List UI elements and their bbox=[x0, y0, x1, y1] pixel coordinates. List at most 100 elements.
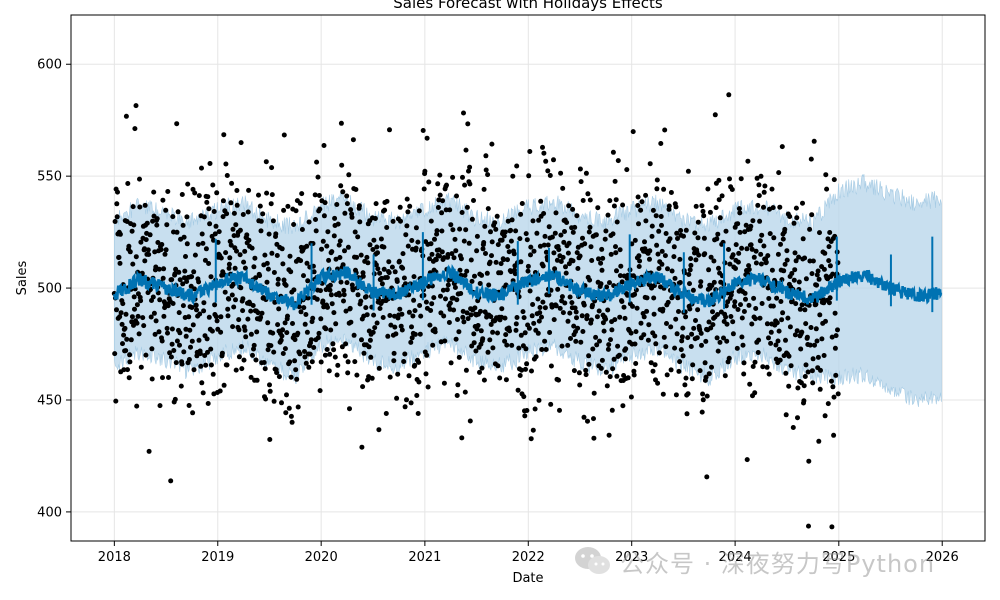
data-point bbox=[832, 345, 838, 351]
data-point bbox=[545, 168, 551, 174]
data-point bbox=[335, 362, 341, 368]
data-point bbox=[396, 258, 402, 264]
data-point bbox=[314, 159, 320, 165]
data-point bbox=[220, 198, 226, 204]
data-point bbox=[797, 306, 803, 312]
data-point bbox=[561, 239, 567, 245]
data-point bbox=[462, 389, 468, 395]
data-point bbox=[270, 218, 276, 224]
data-point bbox=[602, 236, 608, 242]
data-point bbox=[546, 292, 552, 298]
data-point bbox=[703, 374, 709, 380]
data-point bbox=[765, 253, 771, 259]
data-point bbox=[352, 359, 358, 365]
data-point bbox=[344, 201, 350, 207]
data-point bbox=[613, 250, 619, 256]
data-point bbox=[185, 181, 191, 187]
data-point bbox=[205, 401, 211, 406]
data-point bbox=[832, 310, 838, 316]
data-point bbox=[372, 325, 378, 331]
data-point bbox=[484, 270, 490, 276]
data-point bbox=[769, 267, 775, 273]
data-point bbox=[254, 329, 260, 335]
data-point bbox=[607, 198, 613, 204]
data-point bbox=[538, 198, 544, 204]
data-point bbox=[535, 330, 541, 336]
data-point bbox=[528, 252, 533, 258]
data-point bbox=[777, 204, 783, 210]
data-point bbox=[730, 319, 736, 325]
data-point bbox=[190, 322, 196, 328]
data-point bbox=[524, 361, 530, 367]
data-point bbox=[409, 238, 415, 243]
data-point bbox=[393, 331, 399, 337]
data-point bbox=[231, 210, 237, 216]
data-point bbox=[641, 314, 647, 320]
data-point bbox=[617, 314, 623, 320]
data-point bbox=[175, 209, 181, 215]
data-point bbox=[575, 325, 581, 331]
data-point bbox=[606, 432, 612, 438]
data-point bbox=[723, 228, 729, 234]
data-point bbox=[522, 330, 528, 336]
data-point bbox=[761, 189, 767, 195]
data-point bbox=[717, 339, 723, 345]
data-point bbox=[483, 167, 489, 173]
data-point bbox=[271, 270, 277, 275]
data-point bbox=[305, 295, 311, 301]
data-point bbox=[663, 344, 669, 350]
data-point bbox=[384, 275, 390, 280]
data-point bbox=[173, 360, 179, 366]
data-point bbox=[508, 227, 514, 233]
data-point bbox=[285, 203, 291, 209]
data-point bbox=[112, 351, 118, 357]
data-point bbox=[287, 359, 293, 365]
data-point bbox=[127, 359, 133, 365]
data-point bbox=[556, 377, 561, 383]
data-point bbox=[551, 250, 557, 256]
data-point bbox=[569, 300, 575, 306]
data-point bbox=[306, 364, 312, 370]
data-point bbox=[215, 239, 221, 245]
data-point bbox=[503, 282, 509, 288]
data-point bbox=[413, 225, 419, 231]
data-point bbox=[423, 299, 429, 305]
data-point bbox=[706, 267, 712, 273]
data-point bbox=[614, 219, 620, 225]
data-point bbox=[707, 209, 713, 215]
data-point bbox=[585, 418, 590, 424]
data-point bbox=[180, 303, 186, 309]
data-point bbox=[276, 374, 282, 380]
data-point bbox=[202, 257, 208, 263]
data-point bbox=[339, 162, 345, 168]
data-point bbox=[241, 259, 247, 265]
data-point bbox=[540, 263, 546, 269]
data-point bbox=[785, 315, 791, 321]
data-point bbox=[130, 261, 136, 267]
data-point bbox=[265, 320, 271, 326]
data-point bbox=[327, 287, 333, 293]
data-point bbox=[782, 261, 788, 267]
data-point bbox=[488, 229, 493, 235]
data-point bbox=[562, 300, 568, 306]
data-point bbox=[337, 292, 343, 298]
data-point bbox=[253, 357, 259, 363]
data-point bbox=[716, 197, 722, 203]
data-point bbox=[551, 157, 556, 163]
data-point bbox=[554, 257, 560, 263]
data-point bbox=[454, 297, 460, 303]
x-tick-label: 2020 bbox=[305, 550, 338, 565]
data-point bbox=[571, 323, 577, 329]
data-point bbox=[669, 268, 675, 274]
data-point bbox=[347, 305, 353, 311]
data-point bbox=[353, 187, 359, 192]
data-point bbox=[786, 353, 792, 359]
data-point bbox=[238, 140, 244, 146]
data-point bbox=[677, 280, 683, 285]
data-point bbox=[318, 288, 323, 294]
data-point bbox=[159, 338, 165, 344]
data-point bbox=[663, 231, 669, 236]
data-point bbox=[369, 375, 375, 381]
data-point bbox=[226, 261, 232, 267]
data-point bbox=[339, 344, 345, 350]
